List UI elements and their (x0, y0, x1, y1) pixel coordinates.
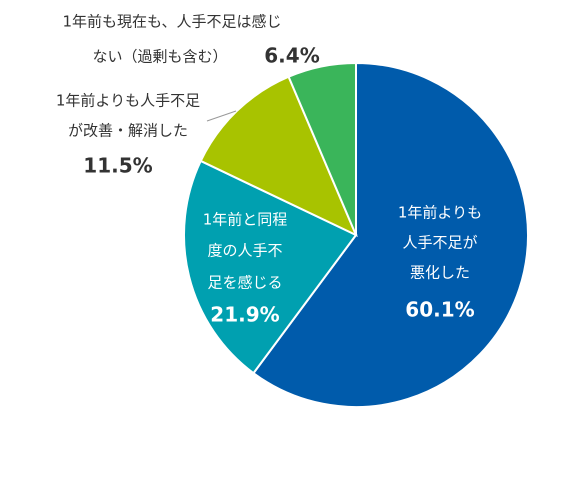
slice-label: が改善・解消した (68, 122, 188, 140)
slice-label: 足を感じる (207, 274, 282, 292)
pie-slice (252, 61, 529, 408)
slice-label: 悪化した (410, 264, 470, 282)
slice-label: 1年前よりも人手不足 (56, 92, 200, 110)
value-label: 11.5% (83, 154, 152, 178)
value-label: 60.1% (405, 298, 474, 322)
slice-label: 1年前よりも (398, 204, 482, 222)
slice-label: 人手不足が (402, 234, 477, 252)
value-label: 6.4% (264, 44, 319, 68)
slice-label: ない（過剰も含む） (92, 48, 227, 66)
value-label: 21.9% (210, 303, 279, 327)
pie-slice (183, 159, 358, 375)
slice-label: 度の人手不 (207, 242, 282, 260)
leader-line (206, 110, 237, 122)
slice-label: 1年前と同程 (203, 211, 288, 229)
pie-slice (287, 61, 357, 236)
pie-slice (199, 75, 358, 238)
slice-label: 1年前も現在も、人手不足は感じ (62, 13, 281, 31)
